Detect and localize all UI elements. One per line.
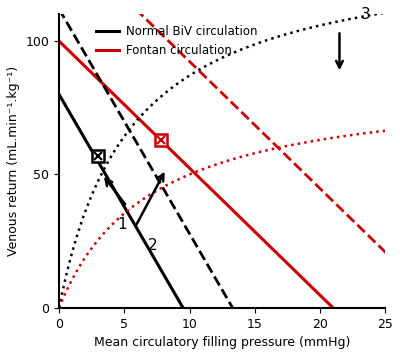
Y-axis label: Venous return (mL.min⁻¹.kg⁻¹): Venous return (mL.min⁻¹.kg⁻¹): [7, 66, 20, 256]
Legend: Normal BiV circulation, Fontan circulation: Normal BiV circulation, Fontan circulati…: [91, 20, 263, 62]
Text: 2: 2: [148, 239, 158, 253]
Text: 3: 3: [361, 7, 370, 22]
Text: 1: 1: [117, 217, 126, 232]
X-axis label: Mean circulatory filling pressure (mmHg): Mean circulatory filling pressure (mmHg): [94, 336, 350, 349]
